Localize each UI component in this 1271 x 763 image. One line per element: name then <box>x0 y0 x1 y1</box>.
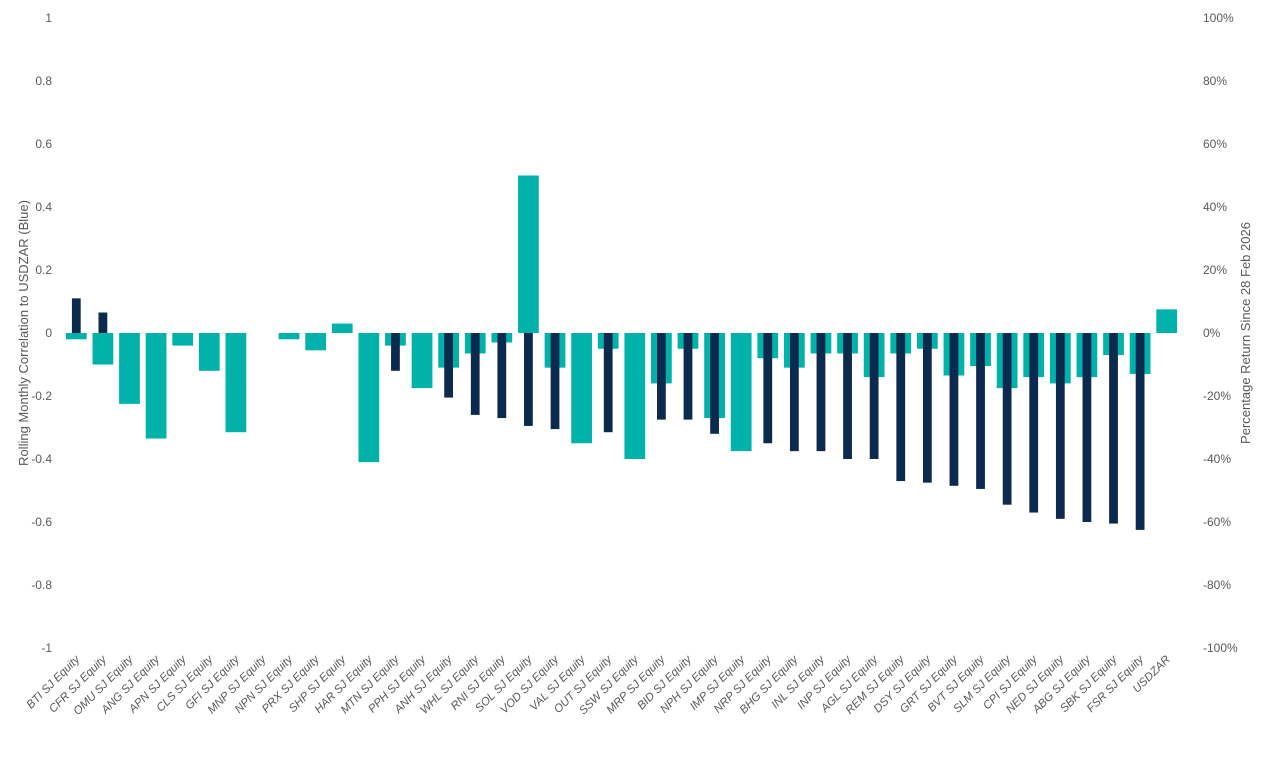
correlation-bar <box>1109 333 1118 524</box>
left-tick-label: 0.2 <box>35 263 52 277</box>
return-bar <box>358 333 380 463</box>
left-tick-label: -0.8 <box>31 578 52 592</box>
correlation-bar <box>710 333 719 434</box>
correlation-bar <box>789 333 799 452</box>
left-tick-label: -0.2 <box>31 389 52 403</box>
correlation-bar <box>391 333 400 371</box>
return-bar <box>571 333 592 444</box>
left-tick-label: 0.8 <box>35 74 52 88</box>
correlation-bar <box>524 333 533 426</box>
correlation-bar <box>603 333 613 433</box>
correlation-bar <box>444 333 454 398</box>
right-tick-label: 20% <box>1203 263 1227 277</box>
right-tick-label: -100% <box>1203 641 1238 655</box>
return-bar <box>92 333 114 365</box>
correlation-bar <box>1135 333 1145 530</box>
correlation-bar <box>1029 333 1039 513</box>
right-tick-label: 60% <box>1203 137 1227 151</box>
return-bar <box>119 333 140 404</box>
correlation-bar <box>816 333 826 452</box>
return-bar <box>624 333 646 459</box>
correlation-bar <box>976 333 985 489</box>
return-bar <box>518 175 539 333</box>
left-tick-label: -1 <box>41 641 52 655</box>
right-tick-label: 80% <box>1203 74 1227 88</box>
correlation-bar <box>869 333 879 459</box>
left-tick-label: -0.6 <box>31 515 52 529</box>
return-bar <box>730 333 752 452</box>
correlation-bar <box>657 333 666 420</box>
return-bar <box>1156 309 1178 333</box>
left-tick-label: -0.4 <box>31 452 52 466</box>
correlation-bar <box>71 298 81 333</box>
right-tick-label: 40% <box>1203 200 1227 214</box>
return-bar <box>172 333 194 346</box>
right-tick-label: -40% <box>1203 452 1231 466</box>
correlation-bar <box>1055 333 1065 519</box>
left-axis-ticks: 1 0.8 0.6 0.4 0.2 0 -0.2 -0.4 -0.6 -0.8 -1 <box>31 11 52 655</box>
right-tick-label: -60% <box>1203 515 1231 529</box>
correlation-bar <box>949 333 959 486</box>
correlation-bar <box>550 333 560 430</box>
correlation-bar <box>98 312 108 333</box>
correlation-bar <box>683 333 693 420</box>
return-bar <box>331 323 353 333</box>
left-tick-label: 0 <box>45 326 52 340</box>
return-bar <box>225 333 247 433</box>
left-tick-label: 0.4 <box>35 200 52 214</box>
right-axis-title: Percentage Return Since 28 Feb 2026 <box>1238 222 1253 444</box>
correlation-bar <box>470 333 480 415</box>
right-tick-label: 0% <box>1203 326 1221 340</box>
left-tick-label: 0.6 <box>35 137 52 151</box>
return-bar <box>278 333 300 340</box>
correlation-bar <box>1002 333 1012 505</box>
right-tick-label: 100% <box>1203 11 1234 25</box>
left-axis-title: Rolling Monthly Correlation to USDZAR (B… <box>16 200 31 466</box>
return-bar <box>145 333 167 439</box>
right-tick-label: -20% <box>1203 389 1231 403</box>
return-bar <box>411 333 433 389</box>
return-bar <box>198 333 220 371</box>
bars-layer <box>65 175 1178 530</box>
correlation-bar <box>896 333 906 482</box>
correlation-bar <box>763 333 773 444</box>
correlation-bar <box>497 333 507 419</box>
left-tick-label: 1 <box>45 11 52 25</box>
right-axis-ticks: 100% 80% 60% 40% 20% 0% -20% -40% -60% -80% -100% <box>1203 11 1238 655</box>
return-bar <box>65 333 87 340</box>
correlation-bar <box>922 333 932 483</box>
return-bar <box>305 333 327 351</box>
correlation-bar <box>1082 333 1092 522</box>
right-tick-label: -80% <box>1203 578 1231 592</box>
correlation-bar <box>843 333 852 459</box>
